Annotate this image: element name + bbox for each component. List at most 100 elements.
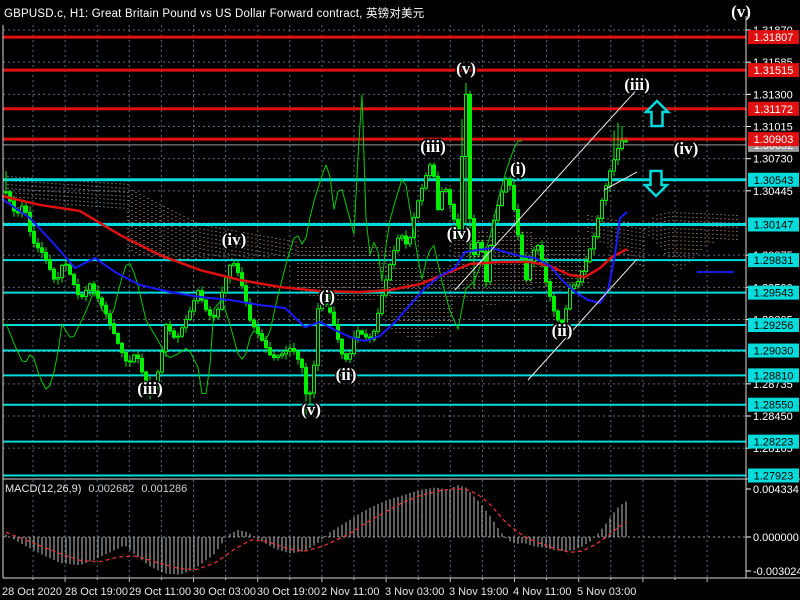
candle-body	[308, 392, 312, 395]
candle-body	[500, 191, 504, 207]
candle-body	[528, 260, 532, 280]
candle-body	[104, 304, 108, 315]
candle-body	[64, 263, 68, 266]
candle-body	[520, 234, 524, 259]
up-arrow[interactable]	[642, 99, 672, 128]
candle-body	[592, 236, 596, 250]
macd-main-value: 0.002682	[88, 483, 135, 495]
chikou-line	[5, 94, 523, 395]
wave-label-(iv)[interactable]: (iv)	[445, 223, 473, 245]
candle-body	[128, 360, 132, 363]
candle-body	[624, 140, 628, 143]
candle-body	[452, 203, 456, 220]
candle-body	[208, 309, 212, 316]
trendline-2[interactable]	[527, 258, 638, 381]
candle-body	[100, 297, 104, 306]
candle-body	[392, 250, 396, 266]
down-arrow[interactable]	[641, 169, 671, 198]
candle-body	[364, 333, 368, 338]
candle-body	[28, 211, 32, 232]
wave-label-(ii)[interactable]: (ii)	[550, 320, 574, 342]
candle-body	[148, 381, 152, 390]
candle-body	[408, 237, 412, 245]
candle-body	[244, 285, 248, 304]
time-label: 2 Nov 11:00	[321, 586, 380, 598]
candle-body	[620, 140, 624, 150]
wave-label-(iii)[interactable]: (iii)	[623, 74, 652, 96]
candle-body	[484, 251, 488, 283]
candle-body	[404, 235, 408, 245]
candle-body	[268, 347, 272, 356]
wave-label-(i)[interactable]: (i)	[317, 286, 336, 308]
resistance-badge: 1.31172	[754, 104, 793, 116]
support-badge-bg	[748, 318, 799, 333]
candle-body	[232, 263, 236, 266]
candle-body	[568, 287, 572, 310]
wave-label-(i)[interactable]: (i)	[508, 158, 527, 180]
candle-body	[560, 319, 564, 330]
blue-ma-line	[1, 198, 628, 343]
candle-body	[80, 294, 84, 298]
candle-body	[56, 277, 60, 280]
wave-label-(iii)[interactable]: (iii)	[419, 136, 448, 158]
candle-body	[428, 164, 432, 177]
macd-name: MACD(12,26,9)	[5, 483, 82, 495]
candle-body	[68, 263, 72, 275]
candle-body	[292, 348, 296, 352]
candle-body	[48, 258, 52, 270]
wave-label-(v)[interactable]: (v)	[730, 1, 753, 23]
price-tick-label: 1.31015	[753, 122, 793, 134]
wave-label-(iv)[interactable]: (iv)	[220, 229, 248, 251]
candle-body	[508, 179, 512, 186]
candle-body	[180, 327, 184, 337]
candle-body	[280, 353, 284, 357]
time-label: 29 Oct 11:00	[129, 586, 191, 598]
candle-body	[84, 289, 88, 298]
candle-body	[252, 319, 256, 328]
candle-body	[496, 205, 500, 221]
wave-label-(v)[interactable]: (v)	[455, 58, 478, 80]
chart-title: GBPUSD.c, H1: Great Britain Pound vs US …	[4, 8, 425, 20]
candle-body	[300, 358, 304, 368]
candle-body	[344, 353, 348, 360]
candle-body	[552, 295, 556, 312]
candle-body	[436, 175, 440, 210]
trendline-3[interactable]	[603, 171, 638, 191]
wave-label-(iv)[interactable]: (iv)	[672, 138, 700, 160]
candle-body	[572, 284, 576, 289]
resistance-badge: 1.31515	[754, 65, 794, 77]
candle-body	[420, 187, 424, 202]
resistance-badge-bg	[748, 30, 799, 45]
candle-body	[44, 251, 48, 260]
candle-body	[288, 348, 292, 352]
candle-body	[160, 351, 164, 373]
candle-body	[472, 217, 476, 256]
candle-body	[476, 242, 480, 256]
resistance-badge-bg	[748, 63, 799, 78]
wave-label-(ii)[interactable]: (ii)	[334, 364, 358, 386]
candle-body	[36, 242, 40, 249]
wave-label-(iii)[interactable]: (iii)	[136, 378, 165, 400]
candle-body	[600, 199, 604, 219]
trendline-1[interactable]	[454, 84, 642, 291]
support-badge-bg	[748, 343, 799, 358]
support-badge-bg	[748, 172, 799, 187]
support-badge-bg	[748, 253, 799, 268]
support-badge: 1.29543	[754, 288, 794, 300]
candle-body	[400, 235, 404, 239]
candle-body	[504, 179, 508, 193]
candle-body	[616, 148, 620, 161]
support-badge: 1.28810	[754, 370, 794, 382]
support-badge: 1.28223	[754, 437, 794, 449]
resistance-badge-bg	[748, 101, 799, 116]
macd-panel	[3, 485, 746, 575]
candle-body	[524, 257, 528, 280]
wave-label-(v)[interactable]: (v)	[300, 399, 323, 421]
candle-body	[24, 205, 28, 213]
macd-signal-line	[5, 488, 627, 571]
candle-body	[352, 336, 356, 355]
support-badge: 1.28550	[754, 400, 794, 412]
candle-body	[52, 268, 56, 280]
